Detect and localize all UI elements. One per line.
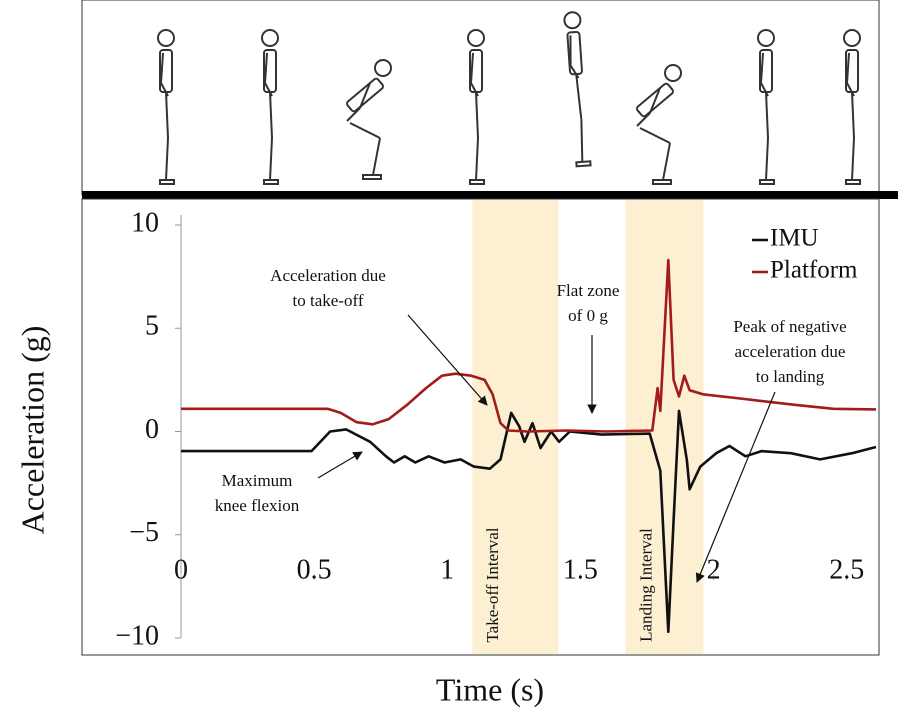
x-tick-label: 1.5: [563, 554, 598, 585]
plot-frame: [81, 198, 880, 656]
axes-layer: 10 5 0 −5 −10 0 0.5 1 1.5 2 2.5: [115, 207, 864, 651]
y-tick-label: 10: [131, 207, 159, 238]
x-tick-label: 0.5: [297, 554, 332, 585]
y-tick-label: −5: [129, 517, 159, 548]
interval-band: [472, 200, 559, 654]
lines-layer: IMU Platform: [181, 225, 877, 634]
series-line: [181, 409, 877, 634]
interval-label: Take-off Interval: [483, 527, 502, 642]
x-tick-label: 0: [174, 554, 188, 585]
interval-label: Landing Interval: [636, 528, 655, 642]
annotation: to take-off: [293, 291, 364, 310]
y-axis-label: Acceleration (g): [14, 326, 50, 535]
legend-label: IMU: [770, 225, 819, 252]
annotation: Flat zone: [557, 281, 620, 300]
x-axis-label: Time (s): [436, 671, 544, 707]
y-tick-label: 5: [145, 311, 159, 342]
annotation: of 0 g: [568, 306, 608, 325]
figure-panel: [81, 0, 898, 199]
annotation: Acceleration due: [270, 266, 386, 285]
annotation: Peak of negative: [733, 317, 846, 336]
x-tick-label: 2.5: [829, 554, 864, 585]
y-tick-label: 0: [145, 414, 159, 445]
annotation: acceleration due: [735, 342, 846, 361]
x-tick-label: 2: [707, 554, 721, 585]
y-tick-label: −10: [115, 620, 159, 651]
annotation: to landing: [756, 367, 825, 386]
legend-label: Platform: [770, 257, 858, 284]
x-tick-label: 1: [440, 554, 454, 585]
annotation-layer: Take-off Interval Landing Interval Acceler…: [215, 266, 847, 643]
series-line: [181, 258, 877, 433]
annotation: knee flexion: [215, 496, 300, 515]
annotation: Maximum: [222, 471, 293, 490]
